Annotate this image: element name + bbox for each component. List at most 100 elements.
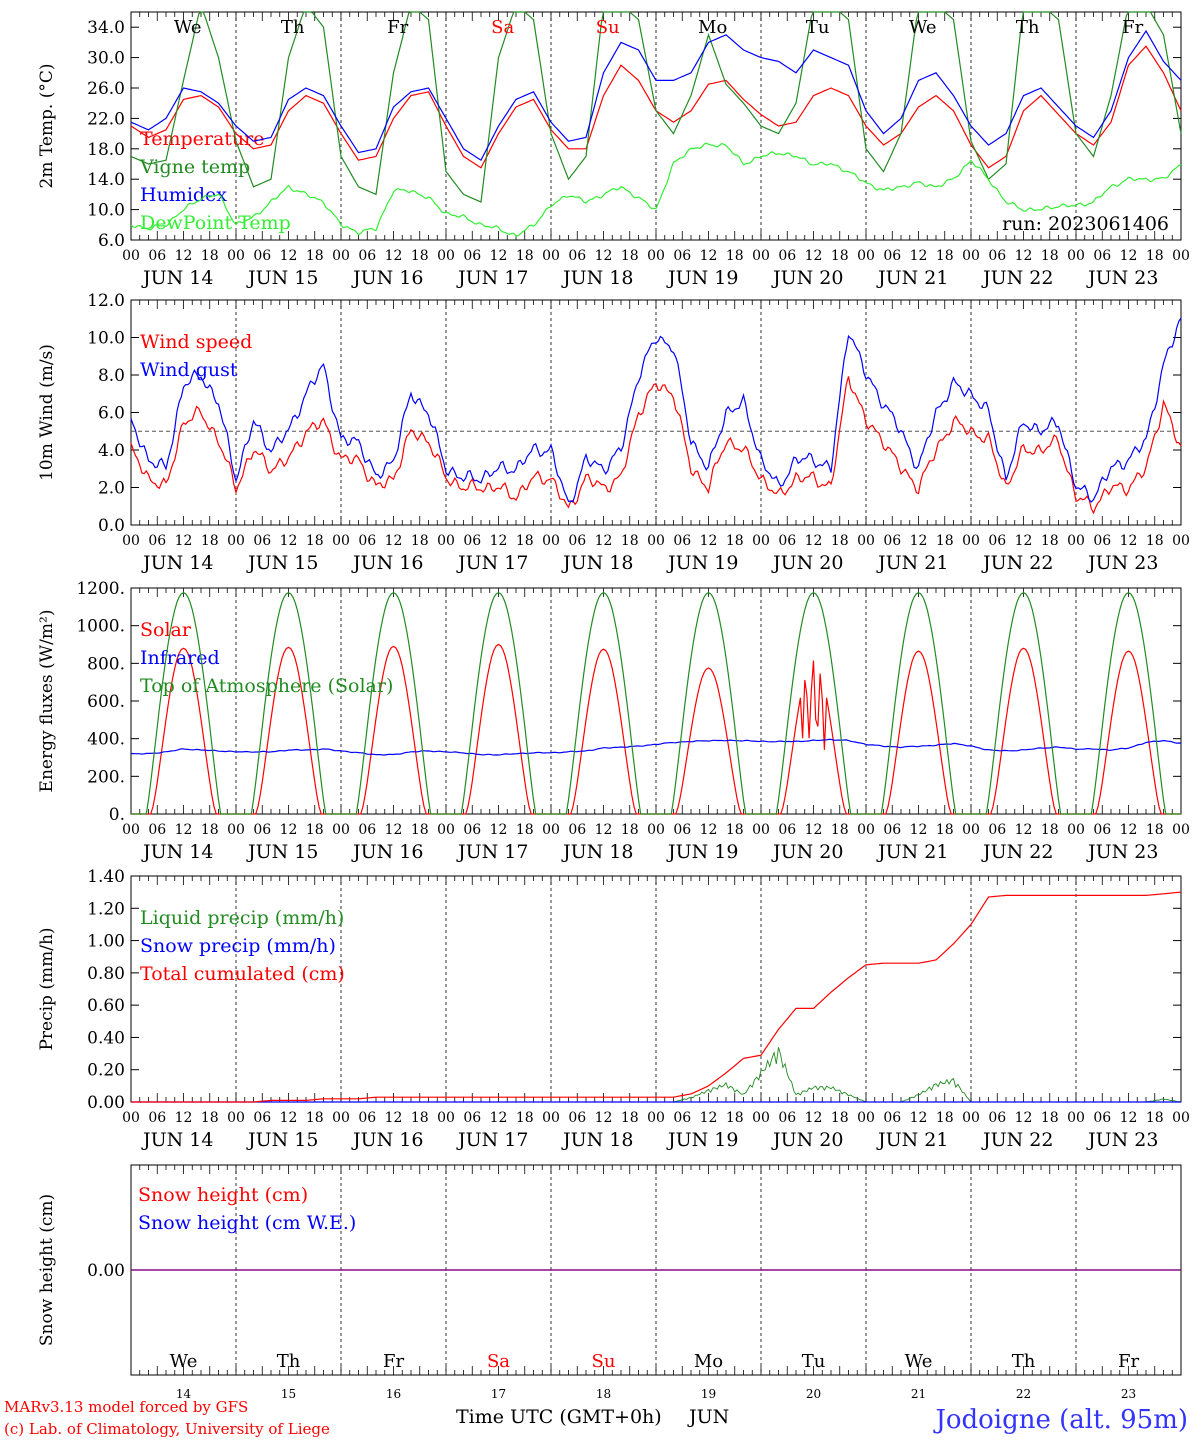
x-hour-label: 12 xyxy=(805,533,823,549)
date-label: JUN 19 xyxy=(666,841,738,863)
x-hour-label: 00 xyxy=(332,248,350,264)
y-tick-label: 8.0 xyxy=(98,366,125,386)
y-tick-label: 4.0 xyxy=(98,441,125,461)
x-hour-label: 00 xyxy=(752,533,770,549)
date-label: JUN 19 xyxy=(666,267,738,289)
weekday-label: Fr xyxy=(387,17,408,38)
x-hour-label: 00 xyxy=(1172,822,1190,838)
x-hour-label: 12 xyxy=(1120,533,1138,549)
date-label: JUN 20 xyxy=(771,1129,843,1151)
date-label: JUN 18 xyxy=(561,1129,633,1151)
x-hour-label: 00 xyxy=(752,1110,770,1126)
x-hour-label: 06 xyxy=(253,1110,271,1126)
x-hour-label: 18 xyxy=(201,533,219,549)
x-hour-label: 12 xyxy=(280,822,298,838)
y-tick-label: 0.0 xyxy=(98,516,125,536)
x-hour-label: 06 xyxy=(358,822,376,838)
x-hour-label: 06 xyxy=(148,1110,166,1126)
legend-entry: Humidex xyxy=(140,184,227,206)
x-hour-label: 18 xyxy=(621,533,639,549)
x-hour-label: 06 xyxy=(358,248,376,264)
x-hour-label: 00 xyxy=(227,533,245,549)
x-hour-label: 12 xyxy=(805,1110,823,1126)
x-hour-label: 00 xyxy=(332,533,350,549)
month-label: JUN xyxy=(687,1406,729,1428)
x-hour-label: 00 xyxy=(857,822,875,838)
legend-entry: DewPoint Temp xyxy=(140,212,291,234)
date-label: JUN 14 xyxy=(141,841,213,863)
y-tick-label: 10.0 xyxy=(87,329,125,349)
x-axis-label: Time UTC (GMT+0h) xyxy=(456,1406,662,1428)
x-hour-label: 18 xyxy=(936,533,954,549)
x-hour-label: 06 xyxy=(463,533,481,549)
x-hour-label: 12 xyxy=(1120,248,1138,264)
x-hour-label: 06 xyxy=(778,248,796,264)
legend-entry: Snow height (cm W.E.) xyxy=(138,1212,356,1234)
x-hour-label: 18 xyxy=(1146,248,1164,264)
date-label: JUN 20 xyxy=(771,552,843,574)
date-label: JUN 21 xyxy=(876,841,948,863)
y-tick-label: 800. xyxy=(87,654,125,674)
date-label: JUN 16 xyxy=(351,552,423,574)
x-hour-label: 06 xyxy=(253,533,271,549)
date-label: JUN 21 xyxy=(876,552,948,574)
y-tick-label: 0.80 xyxy=(87,964,125,984)
x-hour-label: 06 xyxy=(463,248,481,264)
x-hour-label: 12 xyxy=(595,248,613,264)
x-hour-label: 00 xyxy=(647,822,665,838)
date-label: JUN 20 xyxy=(771,267,843,289)
day-number-label: 21 xyxy=(911,1387,926,1401)
model-credit: MARv3.13 model forced by GFS xyxy=(4,1398,248,1416)
weekday-label: Sa xyxy=(487,1351,510,1372)
x-hour-label: 06 xyxy=(883,822,901,838)
y-tick-label: 200. xyxy=(87,767,125,787)
x-hour-label: 06 xyxy=(358,533,376,549)
legend-entry: Top of Atmosphere (Solar) xyxy=(140,675,393,697)
date-label: JUN 23 xyxy=(1086,841,1158,863)
y-tick-label: 400. xyxy=(87,730,125,750)
x-hour-label: 18 xyxy=(726,1110,744,1126)
x-hour-label: 12 xyxy=(595,533,613,549)
x-hour-label: 18 xyxy=(621,822,639,838)
date-label: JUN 15 xyxy=(246,552,318,574)
y-axis-label: Energy fluxes (W/m²) xyxy=(37,610,57,793)
x-hour-label: 18 xyxy=(831,533,849,549)
series-line-humidex xyxy=(130,29,1182,162)
x-hour-label: 06 xyxy=(883,533,901,549)
x-hour-label: 12 xyxy=(175,822,193,838)
date-label: JUN 15 xyxy=(246,267,318,289)
weekday-label: Tu xyxy=(806,17,830,38)
date-label: JUN 14 xyxy=(141,1129,213,1151)
y-tick-label: 30.0 xyxy=(87,49,125,69)
panel-3: 0. 200. 400. 600. 800. 1000. 1200. Energy fluxe… xyxy=(37,579,1190,863)
y-tick-label: 0.40 xyxy=(87,1028,125,1048)
x-hour-label: 12 xyxy=(910,533,928,549)
weekday-label: Mo xyxy=(694,1351,723,1372)
y-tick-label: 34.0 xyxy=(87,18,125,38)
x-hour-label: 06 xyxy=(568,822,586,838)
x-hour-label: 06 xyxy=(778,822,796,838)
x-hour-label: 12 xyxy=(805,248,823,264)
panel-1: 6.0 10.0 14.0 18.0 22.0 26.0 30.0 34.0 2m Temp. … xyxy=(37,11,1190,289)
x-hour-label: 12 xyxy=(700,533,718,549)
x-hour-label: 18 xyxy=(1041,248,1059,264)
x-hour-label: 12 xyxy=(910,822,928,838)
x-hour-label: 12 xyxy=(910,1110,928,1126)
x-hour-label: 00 xyxy=(962,533,980,549)
y-tick-label: 0.60 xyxy=(87,996,125,1016)
panel-2: 0.0 2.0 4.0 6.0 8.0 10.0 12.0 10m Wind (m/s) Win… xyxy=(37,291,1190,574)
day-number-label: 18 xyxy=(596,1387,611,1401)
legend-entry: Snow height (cm) xyxy=(138,1184,308,1206)
x-hour-label: 00 xyxy=(857,248,875,264)
x-hour-label: 12 xyxy=(280,248,298,264)
weekday-label: Th xyxy=(1016,17,1040,38)
x-hour-label: 06 xyxy=(1093,1110,1111,1126)
x-hour-label: 18 xyxy=(936,248,954,264)
weekday-label: Th xyxy=(281,17,305,38)
series-line-wind-speed xyxy=(130,376,1182,515)
legend-entry: Wind gust xyxy=(140,359,238,381)
x-hour-label: 18 xyxy=(831,248,849,264)
x-hour-label: 12 xyxy=(595,1110,613,1126)
x-hour-label: 18 xyxy=(411,1110,429,1126)
